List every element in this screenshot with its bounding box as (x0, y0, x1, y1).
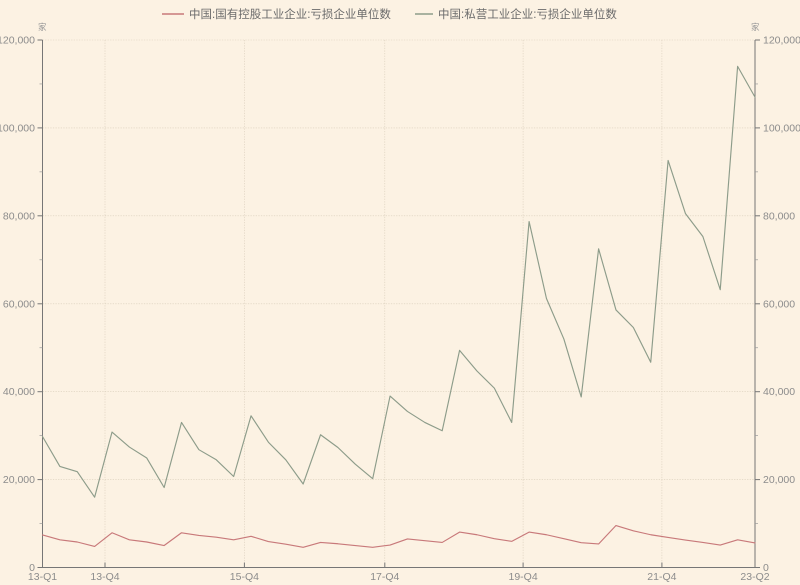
svg-text:100,000: 100,000 (763, 122, 800, 134)
svg-text:19-Q4: 19-Q4 (509, 571, 538, 583)
svg-text:13-Q1: 13-Q1 (28, 571, 57, 583)
svg-text:80,000: 80,000 (763, 210, 795, 222)
svg-text:80,000: 80,000 (3, 210, 35, 222)
svg-text:13-Q4: 13-Q4 (90, 571, 119, 583)
svg-text:120,000: 120,000 (0, 35, 35, 47)
svg-text:15-Q4: 15-Q4 (230, 571, 259, 583)
svg-text:60,000: 60,000 (763, 298, 795, 310)
svg-text:100,000: 100,000 (0, 122, 35, 134)
svg-text:20,000: 20,000 (763, 474, 795, 486)
svg-text:120,000: 120,000 (763, 35, 800, 47)
svg-text:40,000: 40,000 (763, 386, 795, 398)
svg-text:20,000: 20,000 (3, 474, 35, 486)
svg-text:家: 家 (751, 22, 760, 32)
svg-text:21-Q4: 21-Q4 (647, 571, 676, 583)
svg-text:中国:国有控股工业企业:亏损企业单位数: 中国:国有控股工业企业:亏损企业单位数 (189, 7, 391, 21)
svg-text:家: 家 (38, 22, 47, 32)
svg-text:中国:私营工业企业:亏损企业单位数: 中国:私营工业企业:亏损企业单位数 (438, 7, 617, 21)
svg-text:17-Q4: 17-Q4 (370, 571, 399, 583)
svg-text:40,000: 40,000 (3, 386, 35, 398)
svg-text:60,000: 60,000 (3, 298, 35, 310)
svg-text:23-Q2: 23-Q2 (740, 571, 769, 583)
